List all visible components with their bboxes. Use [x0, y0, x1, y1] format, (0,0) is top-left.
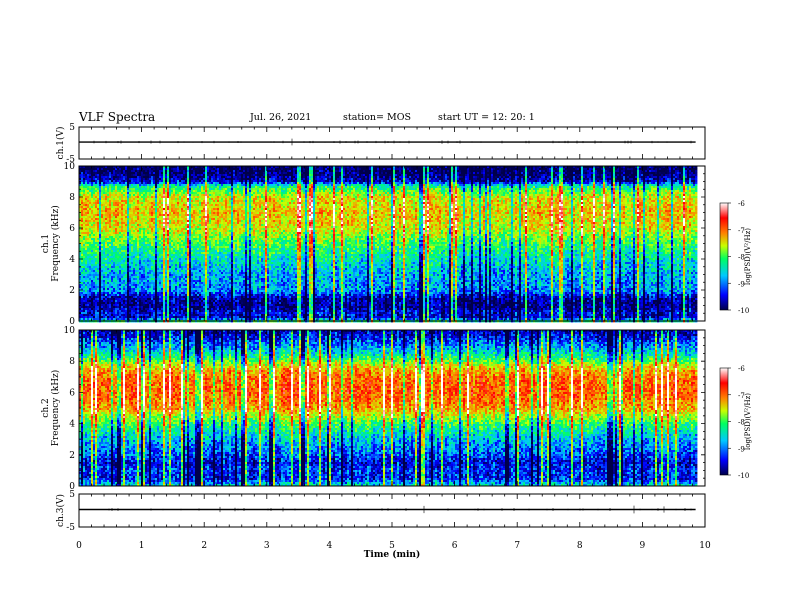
y-tick-label: -5 [66, 523, 75, 533]
y-axis-label-0: ch.1(V) [55, 127, 66, 160]
y-tick-label: 2 [69, 286, 75, 296]
y-axis-label-1: ch.1Frequency (kHz) [41, 205, 61, 282]
colorbar-1 [720, 203, 728, 310]
colorbar-tick-label: -6 [738, 365, 745, 373]
colorbar-label-group: log(PSD)(V²/Hz) [744, 228, 752, 285]
x-tick-label: 6 [452, 541, 458, 551]
x-tick-label: 3 [264, 541, 270, 551]
y-tick-label: 6 [69, 224, 75, 234]
spectrogram-1 [79, 166, 697, 322]
x-tick-label: 7 [514, 541, 520, 551]
x-ticks-3 [79, 494, 705, 527]
colorbar-label-group: log(PSD)(V²/Hz) [744, 393, 752, 450]
colorbar-tick-label: -10 [738, 307, 749, 315]
y-axis-label-3: ch.3(V) [55, 494, 66, 527]
x-axis-label: Time (min) [364, 549, 421, 560]
spectrogram-2 [79, 330, 697, 486]
y-axis-label: ch.1Frequency (kHz) [41, 205, 61, 282]
y-tick-label: 4 [69, 420, 75, 430]
y-axis-label: ch.3(V) [55, 494, 66, 527]
colorbar-2 [720, 368, 728, 475]
vlf-spectra-figure: 5-5ch.1(V)0246810ch.1Frequency (kHz)0246… [0, 0, 792, 612]
x-tick-label: 2 [201, 541, 207, 551]
y-axis-label: ch.2Frequency (kHz) [41, 370, 61, 447]
y-axis-label: ch.1(V) [55, 127, 66, 160]
y-axis-label-2: ch.2Frequency (kHz) [41, 370, 61, 447]
y-tick-label: 10 [64, 326, 76, 336]
x-tick-label: 10 [699, 541, 711, 551]
x-tick-label: 9 [640, 541, 646, 551]
x-tick-label: 1 [139, 541, 145, 551]
y-tick-label: 2 [69, 451, 75, 461]
y-tick-label: 10 [64, 162, 76, 172]
x-tick-label: 8 [577, 541, 583, 551]
x-tick-label: 0 [76, 541, 82, 551]
x-ticks-0 [79, 127, 705, 159]
y-tick-label: 5 [69, 490, 75, 500]
y-tick-label: 8 [69, 357, 75, 367]
colorbar-tick-label: -6 [738, 200, 745, 208]
y-tick-label: 8 [69, 193, 75, 203]
colorbar-label: log(PSD)(V²/Hz) [744, 228, 752, 285]
x-tick-label: 4 [327, 541, 333, 551]
colorbar-label: log(PSD)(V²/Hz) [744, 393, 752, 450]
y-tick-label: 6 [69, 388, 75, 398]
y-tick-label: 4 [69, 255, 75, 265]
y-tick-label: 5 [69, 123, 75, 133]
colorbar-tick-label: -10 [738, 472, 749, 480]
